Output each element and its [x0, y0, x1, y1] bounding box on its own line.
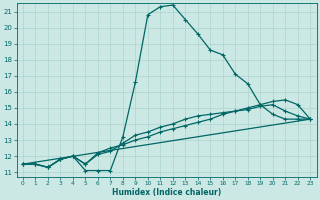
X-axis label: Humidex (Indice chaleur): Humidex (Indice chaleur) [112, 188, 221, 197]
